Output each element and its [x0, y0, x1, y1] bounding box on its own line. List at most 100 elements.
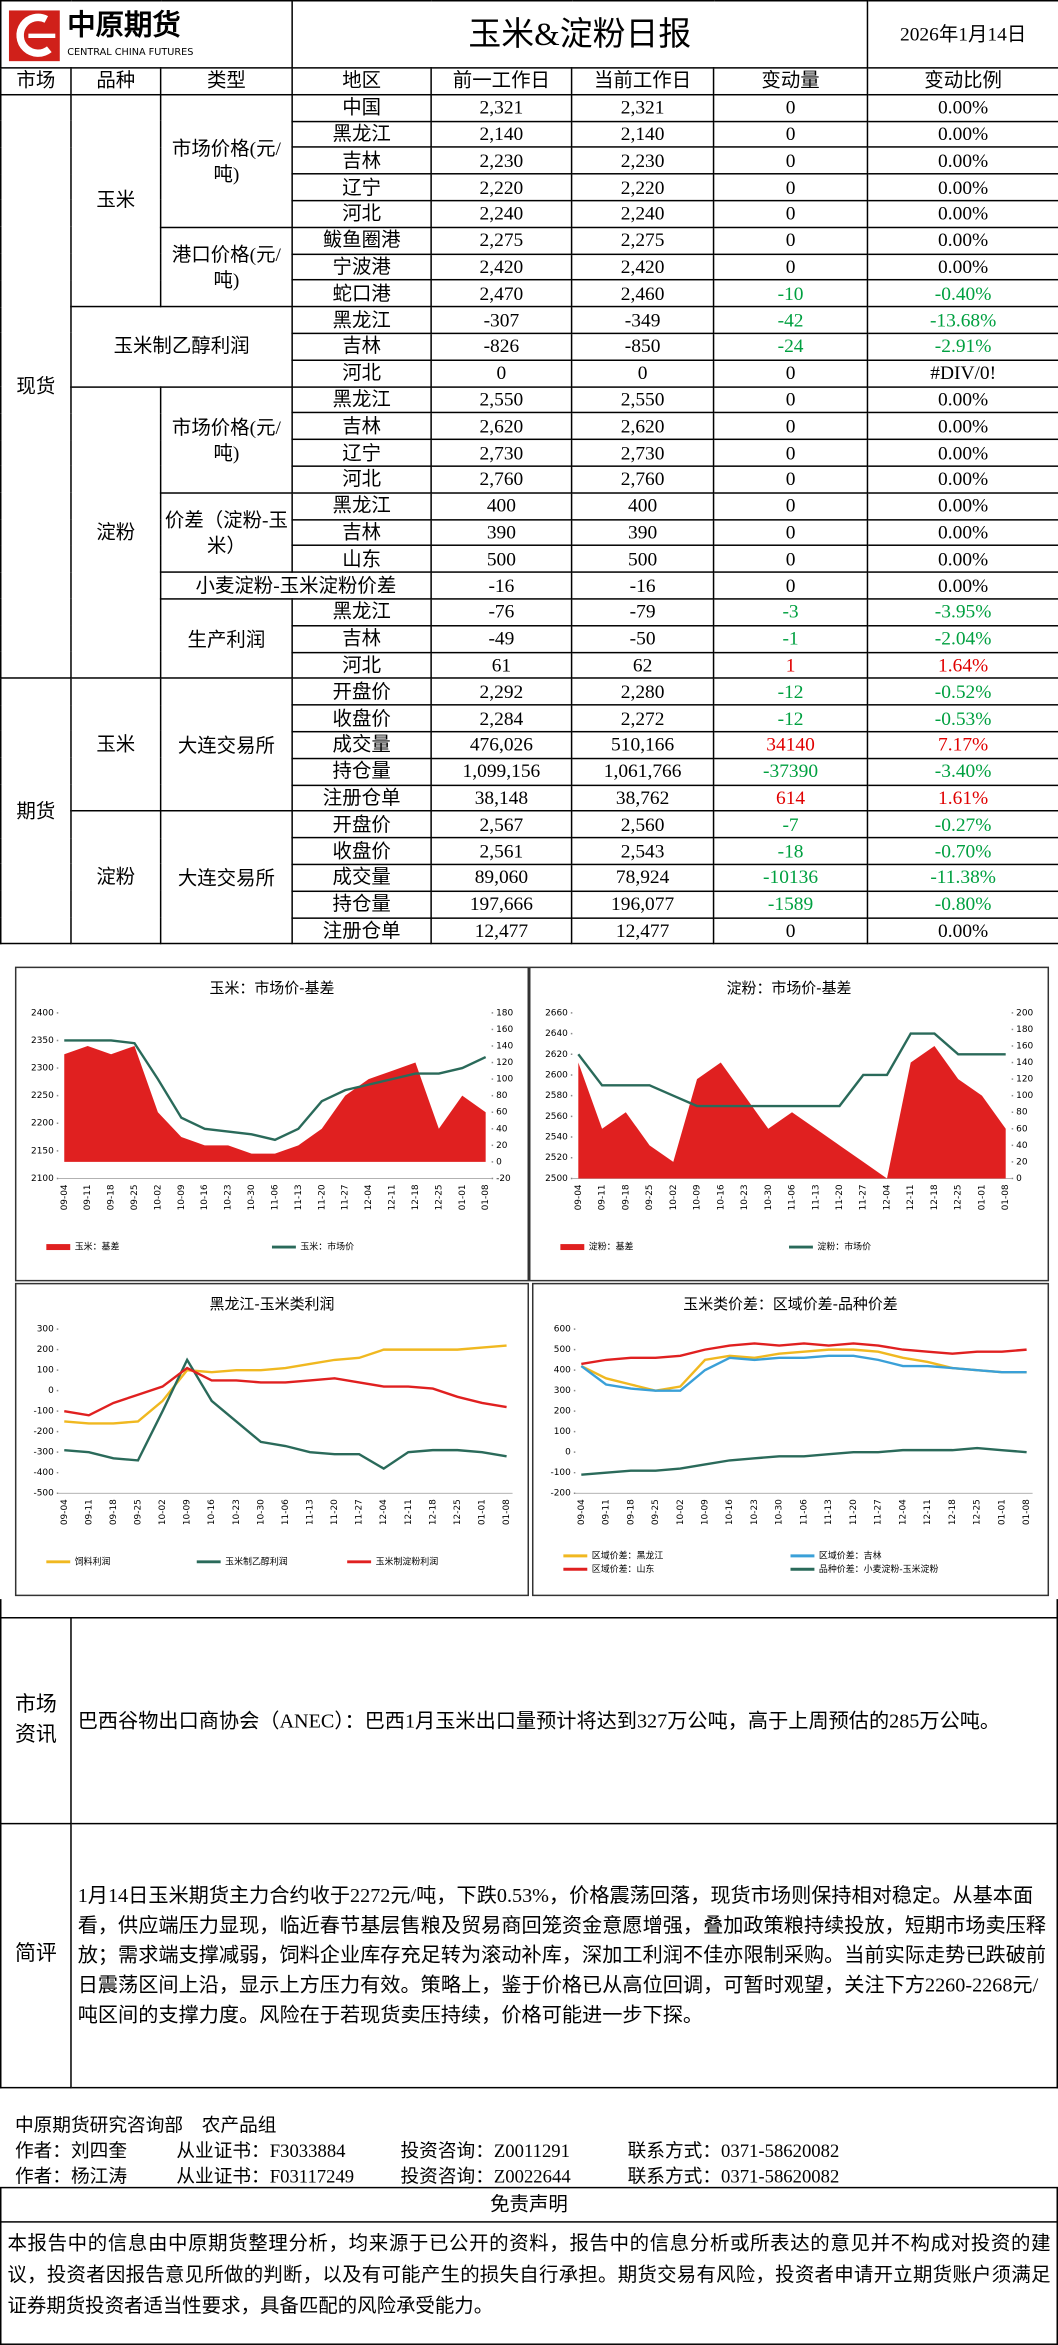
value-cell: 2,140	[570, 120, 715, 149]
value-cell: 0	[712, 146, 869, 175]
value-cell: -307	[430, 306, 573, 335]
value-cell: 476,026	[430, 730, 573, 759]
x-tick-label: 11-13	[294, 1184, 304, 1210]
value-cell: -0.53%	[866, 704, 1058, 733]
value-cell: -10	[712, 279, 869, 308]
x-tick-label: 10-02	[153, 1184, 163, 1210]
value-cell: 注册仓单	[291, 916, 432, 945]
value-cell: 吉林	[291, 146, 432, 175]
x-tick-label: 12-25	[973, 1499, 983, 1525]
value-cell: -79	[570, 598, 715, 627]
value-cell: 2,420	[430, 252, 573, 281]
y2-tick-label: -20	[496, 1174, 511, 1184]
x-tick-label: 10-30	[764, 1184, 774, 1210]
value-cell: 1,061,766	[570, 757, 715, 786]
x-tick-label: 11-20	[330, 1499, 340, 1525]
type-cell: 价差（淀粉-玉米）	[159, 491, 293, 574]
author-field: 联系方式：0371-58620082	[627, 2140, 840, 2162]
value-cell: 中国	[291, 93, 432, 122]
type-cell: 生产利润	[159, 598, 293, 680]
value-cell: 2,460	[570, 279, 715, 308]
legend-label: 区域价差：山东	[592, 1563, 655, 1575]
x-tick-label: 11-20	[849, 1499, 859, 1525]
chart-title: 玉米类价差：区域价差-品种价差	[683, 1295, 898, 1313]
x-tick-label: 01-08	[1001, 1184, 1011, 1210]
x-tick-label: 11-27	[355, 1499, 365, 1525]
value-cell: 0	[712, 518, 869, 547]
x-tick-label: 11-06	[281, 1499, 291, 1525]
y-tick-label: 2150	[31, 1146, 54, 1156]
table-row: 持仓量 1,099,156 1,061,766 -37390 -3.40%	[1, 757, 1058, 786]
value-cell: -49	[430, 624, 573, 653]
area	[578, 1045, 1006, 1179]
table-row: 港口价格(元/吨) 鲅鱼圈港 2,275 2,275 0 0.00%	[1, 226, 1058, 308]
x-tick-label: 12-25	[453, 1499, 463, 1525]
line	[580, 1354, 1027, 1392]
value-cell: 2,543	[570, 837, 715, 866]
x-tick-label: 01-01	[478, 1499, 488, 1525]
x-tick-label: 12-18	[948, 1499, 958, 1525]
value-cell: 0.00%	[866, 93, 1058, 122]
x-tick-label: 11-06	[270, 1184, 280, 1210]
x-tick-label: 09-04	[577, 1499, 587, 1525]
value-cell: 2,567	[430, 810, 573, 839]
value-cell: 黑龙江	[291, 306, 432, 335]
legend-label: 淀粉：基差	[589, 1241, 634, 1253]
table-row: 吉林 -49 -50 -1 -2.04%	[1, 624, 1058, 653]
value-cell: -850	[570, 332, 715, 361]
value-cell: 0	[712, 252, 869, 281]
legend-label: 玉米：市场价	[300, 1241, 354, 1253]
x-tick-label: 12-11	[404, 1499, 414, 1525]
x-tick-label: 11-13	[305, 1499, 315, 1525]
market-cell: 现货	[0, 93, 72, 680]
chart-box: 淀粉：市场价-基差 2500 2520 2540 2560 2580 2600 2620 264…	[528, 966, 1050, 1282]
table-row: 注册仓单 38,148 38,762 614 1.61%	[1, 783, 1058, 812]
x-tick-label: 09-18	[626, 1499, 636, 1525]
value-cell: 0.00%	[866, 916, 1058, 945]
value-cell: -50	[570, 624, 715, 653]
y2-tick-label: 100	[496, 1075, 513, 1085]
x-tick-label: 12-04	[364, 1184, 374, 1210]
y-tick-label: -100	[33, 1407, 54, 1417]
value-cell: 河北	[291, 199, 432, 228]
value-cell: 2,321	[570, 93, 715, 122]
chart-title: 玉米：市场价-基差	[210, 979, 335, 997]
logo-icon-stroke	[16, 13, 52, 57]
x-tick-label: 11-20	[835, 1184, 845, 1210]
value-cell: 2,620	[430, 412, 573, 441]
value-cell: 黑龙江	[291, 491, 432, 520]
legend-label: 淀粉：市场价	[817, 1241, 871, 1253]
x-tick-label: 12-11	[906, 1184, 916, 1210]
table-row: 宁波港 2,420 2,420 0 0.00%	[1, 252, 1058, 281]
value-cell: 2,284	[430, 704, 573, 733]
y-tick-label: -300	[33, 1448, 54, 1458]
column-header: 当前工作日	[570, 67, 715, 96]
report-date: 2026年1月14日	[866, 0, 1058, 69]
table-row: 黑龙江 2,140 2,140 0 0.00%	[1, 120, 1058, 149]
logo-subtext: CENTRAL CHINA FUTURES	[67, 47, 193, 58]
value-cell: 89,060	[430, 863, 573, 892]
value-cell: 12,477	[570, 916, 715, 945]
table-row: 持仓量 197,666 196,077 -1589 -0.80%	[1, 890, 1058, 919]
y-tick-label: 400	[554, 1366, 571, 1376]
x-tick-label: 12-18	[411, 1184, 421, 1210]
y2-tick-label: 0	[496, 1157, 502, 1167]
x-tick-label: 09-11	[83, 1184, 93, 1210]
value-cell: 黑龙江	[291, 598, 432, 627]
header-row: 中原期货 CENTRAL CHINA FUTURES 玉米&淀粉日报 2026年…	[0, 0, 1058, 69]
comment-label: 简评	[0, 1822, 72, 2089]
y-tick-label: 2640	[545, 1029, 568, 1039]
column-header: 地区	[291, 67, 432, 96]
value-cell: -13.68%	[866, 306, 1058, 335]
value-cell: 0.00%	[866, 544, 1058, 574]
value-cell: 成交量	[291, 730, 432, 759]
value-cell: 2,220	[570, 173, 715, 202]
y-tick-label: -200	[33, 1427, 54, 1437]
line	[581, 1342, 1027, 1366]
market-cell: 期货	[0, 677, 72, 945]
value-cell: 0.00%	[866, 491, 1058, 520]
value-cell: 0	[570, 359, 715, 388]
value-cell: -3.95%	[866, 598, 1058, 627]
value-cell: 0	[712, 226, 869, 255]
